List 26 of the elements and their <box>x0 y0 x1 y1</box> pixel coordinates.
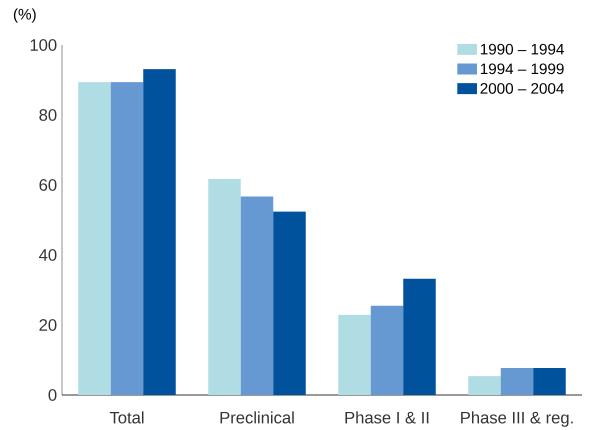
bar <box>240 196 274 395</box>
x-tick-label: Preclinical <box>220 411 294 424</box>
legend-label: 2000 – 2004 <box>480 83 564 94</box>
legend-label: 1994 – 1999 <box>480 63 564 74</box>
legend-label: 1990 – 1994 <box>480 44 564 55</box>
bar <box>143 69 176 395</box>
y-tick-label: 40 <box>39 249 56 261</box>
bar <box>500 368 534 395</box>
bar <box>110 82 144 395</box>
bar <box>370 306 404 395</box>
y-tick-label: 80 <box>39 109 56 121</box>
bar <box>403 278 436 395</box>
x-tick-label: Phase I & II <box>345 411 428 424</box>
y-axis-title: (%) <box>14 8 36 23</box>
y-tick-label: 20 <box>39 319 56 331</box>
bar <box>338 314 371 395</box>
bar <box>273 212 306 395</box>
bar <box>78 82 111 395</box>
bar <box>208 179 241 395</box>
bar <box>533 368 566 395</box>
x-tick-label: Total <box>110 411 144 424</box>
y-tick-label: 100 <box>30 39 56 51</box>
y-tick-label: 60 <box>39 179 56 191</box>
x-tick-label: Phase III & reg. <box>461 411 573 427</box>
bar <box>468 376 501 395</box>
y-tick-label: 0 <box>48 389 56 401</box>
